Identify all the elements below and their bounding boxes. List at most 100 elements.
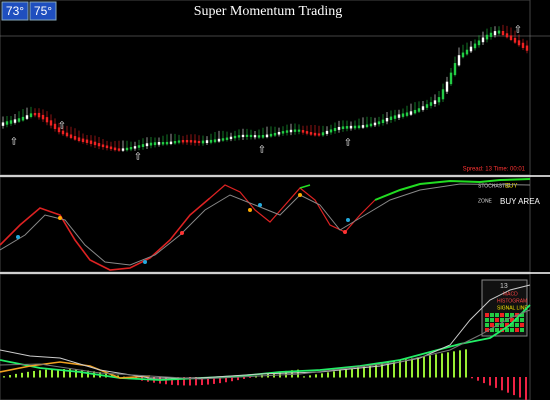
legend-cell [500, 313, 504, 317]
candle [241, 134, 245, 138]
zone-label: ZONE [478, 198, 493, 204]
title: Super Momentum Trading [194, 4, 343, 19]
histogram-bar [195, 377, 197, 386]
histogram-bar [513, 377, 515, 396]
candle [509, 35, 513, 40]
legend-cell [485, 318, 489, 322]
histogram-bar [33, 370, 35, 378]
candle [189, 140, 193, 143]
stoch-line [299, 184, 311, 189]
candle [357, 125, 361, 129]
candle [321, 132, 325, 136]
histogram-bar [201, 377, 203, 386]
candle [197, 140, 201, 144]
histogram-bar [429, 355, 431, 378]
histogram-bar [339, 370, 341, 378]
area-label: BUY AREA [500, 197, 541, 206]
candle [217, 138, 221, 142]
histogram-bar [27, 371, 29, 378]
candle [389, 116, 393, 120]
candle [133, 146, 137, 149]
histogram-bar [447, 352, 449, 378]
histogram-bar [519, 377, 521, 398]
candle [409, 111, 413, 115]
candle [341, 126, 345, 129]
candle [13, 119, 17, 123]
candle [281, 131, 285, 134]
histogram-bar [303, 376, 305, 378]
badge-value: 75° [34, 4, 52, 18]
legend-cell [515, 323, 519, 327]
candle [449, 72, 453, 85]
histogram-bar [495, 377, 497, 388]
arrow: ⇧ [514, 25, 522, 36]
histogram-bar [309, 375, 311, 378]
histogram-bar [435, 354, 437, 378]
candle [293, 129, 297, 132]
histogram-bar [291, 370, 293, 378]
candle [85, 139, 89, 143]
badge [29, 1, 57, 21]
stoch-dot [180, 231, 184, 235]
candle [225, 137, 229, 140]
candle [125, 147, 129, 151]
legend-item: HISTOGRAM [497, 298, 527, 304]
candle [421, 106, 425, 110]
legend-cell [495, 313, 499, 317]
candle [493, 31, 497, 36]
stoch-dot [58, 216, 62, 220]
candle [457, 55, 461, 66]
candle [65, 132, 69, 137]
candle [129, 147, 133, 150]
histogram-bar [9, 375, 11, 378]
candle [489, 32, 493, 37]
candle [269, 133, 273, 137]
candle [413, 109, 417, 114]
legend-cell [500, 323, 504, 327]
histogram-bar [387, 362, 389, 378]
candle [369, 123, 373, 127]
candle [261, 135, 265, 138]
histogram-bar [225, 377, 227, 383]
badge-value: 73° [6, 4, 24, 18]
candle [441, 89, 445, 100]
candle [201, 140, 205, 144]
candle [221, 138, 225, 141]
histogram-bar [417, 357, 419, 378]
macd-panel [0, 273, 531, 400]
histogram-bar [357, 367, 359, 378]
stoch-dot [16, 235, 20, 239]
histogram-bar [525, 377, 527, 400]
histogram-bar [381, 363, 383, 378]
candle [25, 115, 29, 119]
candle [81, 138, 85, 142]
arrow: ⇧ [134, 152, 142, 163]
candle [381, 119, 385, 124]
candle [181, 140, 185, 143]
candle [309, 132, 313, 135]
candle [169, 141, 173, 144]
candle [161, 142, 165, 145]
legend-cell [495, 328, 499, 332]
indicator-label: STOCHASTIC [478, 183, 511, 189]
candle [193, 140, 197, 143]
candle [349, 125, 353, 129]
candle [121, 148, 125, 151]
candle [477, 40, 481, 46]
candle [253, 135, 257, 138]
histogram-bar [3, 376, 5, 378]
histogram-bar [477, 377, 479, 381]
candle [173, 141, 177, 144]
histogram-bar [165, 377, 167, 385]
histogram-bar [411, 358, 413, 378]
candle [137, 145, 141, 148]
candle [53, 123, 57, 129]
candle [505, 33, 509, 38]
candle [277, 131, 281, 135]
histogram-bar [75, 369, 77, 378]
status: Spread: 13 Time: 00:01 [463, 167, 526, 173]
candle [69, 134, 73, 139]
legend-cell [510, 313, 514, 317]
stoch-dot [143, 260, 147, 264]
candle [469, 46, 473, 52]
